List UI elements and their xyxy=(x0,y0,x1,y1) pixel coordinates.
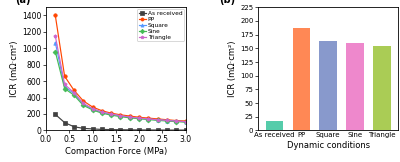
PP xyxy=(128,115,132,117)
As received xyxy=(174,129,179,131)
Sine xyxy=(183,121,188,123)
Triangle xyxy=(62,83,67,85)
Square xyxy=(137,117,142,119)
Line: Sine: Sine xyxy=(54,50,188,124)
Square xyxy=(109,113,114,115)
Triangle xyxy=(72,92,76,94)
Bar xyxy=(320,41,337,130)
Square xyxy=(183,121,188,123)
PP xyxy=(62,75,67,77)
PP xyxy=(100,110,104,112)
Sine xyxy=(100,112,104,114)
Square xyxy=(90,108,95,110)
PP xyxy=(118,114,123,116)
PP xyxy=(137,116,142,118)
Triangle xyxy=(118,115,123,117)
Line: Triangle: Triangle xyxy=(54,34,188,123)
Triangle xyxy=(137,117,142,119)
Sine xyxy=(62,88,67,90)
Line: As received: As received xyxy=(54,113,188,132)
Triangle xyxy=(109,113,114,115)
As received xyxy=(118,129,123,131)
As received xyxy=(90,128,95,130)
Sine xyxy=(81,104,86,106)
As received xyxy=(146,129,151,131)
PP xyxy=(81,100,86,102)
PP xyxy=(155,118,160,120)
Sine xyxy=(146,119,151,121)
As received xyxy=(165,129,170,131)
PP xyxy=(72,89,76,91)
Triangle xyxy=(174,120,179,122)
Y-axis label: ICR (mΩ·cm²): ICR (mΩ·cm²) xyxy=(228,41,237,97)
Triangle xyxy=(90,108,95,110)
Triangle xyxy=(81,102,86,104)
Line: Square: Square xyxy=(54,41,188,123)
Line: PP: PP xyxy=(54,14,188,123)
Square xyxy=(72,93,76,94)
Text: (b): (b) xyxy=(219,0,235,5)
As received xyxy=(62,122,67,124)
Square xyxy=(128,116,132,118)
As received xyxy=(183,129,188,131)
Triangle xyxy=(146,118,151,120)
As received xyxy=(81,127,86,129)
PP xyxy=(183,120,188,122)
As received xyxy=(53,113,58,115)
As received xyxy=(155,129,160,131)
As received xyxy=(72,126,76,128)
Sine xyxy=(109,114,114,116)
Y-axis label: ICR (mΩ·cm²): ICR (mΩ·cm²) xyxy=(10,41,19,97)
Bar xyxy=(373,46,391,130)
Bar xyxy=(266,121,283,130)
Triangle xyxy=(53,35,58,37)
PP xyxy=(53,15,58,17)
PP xyxy=(109,112,114,114)
Legend: As received, PP, Square, Sine, Triangle: As received, PP, Square, Sine, Triangle xyxy=(137,9,184,41)
Sine xyxy=(174,121,179,123)
Triangle xyxy=(100,111,104,113)
PP xyxy=(146,117,151,119)
Sine xyxy=(128,117,132,119)
Triangle xyxy=(183,121,188,123)
X-axis label: Dynamic conditions: Dynamic conditions xyxy=(286,141,370,150)
Sine xyxy=(137,118,142,120)
Square xyxy=(62,86,67,88)
Square xyxy=(165,120,170,122)
Triangle xyxy=(128,116,132,118)
Sine xyxy=(165,120,170,122)
Square xyxy=(174,120,179,122)
Square xyxy=(146,118,151,120)
PP xyxy=(165,119,170,121)
Sine xyxy=(155,119,160,121)
Sine xyxy=(90,109,95,111)
As received xyxy=(100,128,104,130)
Triangle xyxy=(165,119,170,121)
Triangle xyxy=(155,119,160,121)
Sine xyxy=(53,51,58,53)
Sine xyxy=(72,94,76,96)
Bar xyxy=(346,43,364,130)
As received xyxy=(109,129,114,131)
X-axis label: Compaction Force (MPa): Compaction Force (MPa) xyxy=(65,147,167,156)
Square xyxy=(155,119,160,121)
As received xyxy=(128,129,132,131)
PP xyxy=(90,106,95,108)
Text: (a): (a) xyxy=(15,0,31,5)
Square xyxy=(53,42,58,44)
Bar xyxy=(292,28,310,130)
Square xyxy=(100,111,104,113)
As received xyxy=(137,129,142,131)
PP xyxy=(174,120,179,122)
Square xyxy=(81,103,86,105)
Sine xyxy=(118,116,123,118)
Square xyxy=(118,115,123,117)
